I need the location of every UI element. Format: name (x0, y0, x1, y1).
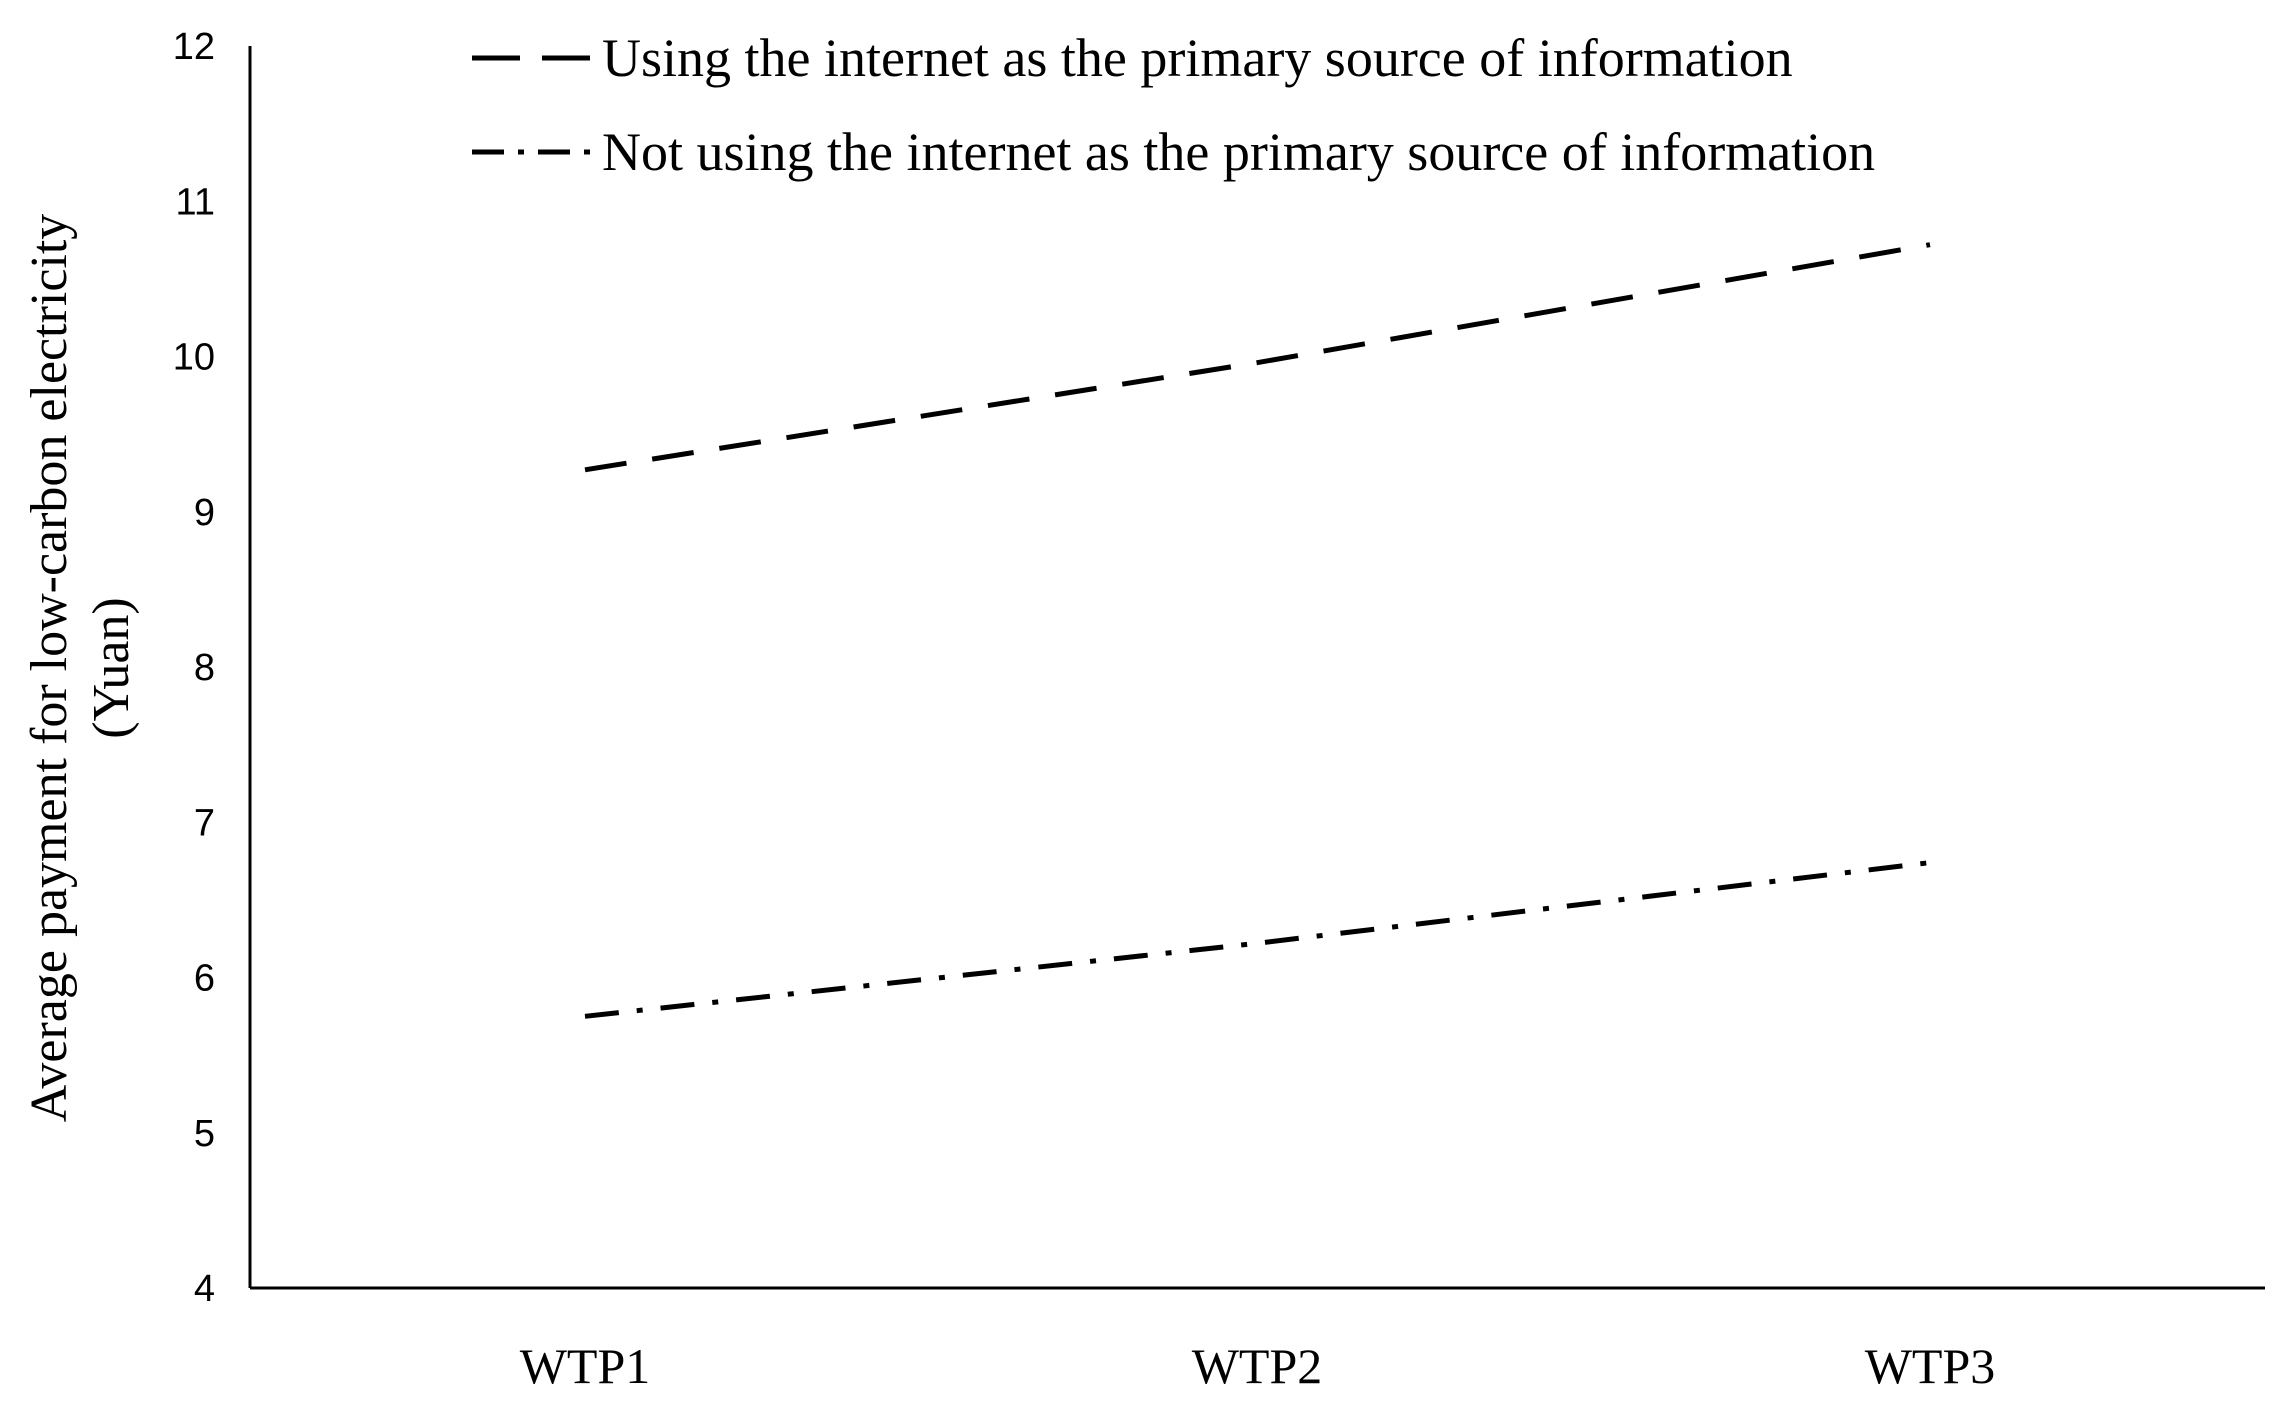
y-tick-label: 5 (194, 1113, 215, 1155)
y-axis-label-line: Average payment for low-carbon electrici… (21, 214, 78, 1123)
legend-label: Not using the internet as the primary so… (602, 122, 1875, 182)
y-tick-label: 7 (194, 802, 215, 844)
y-tick-label: 6 (194, 958, 215, 1000)
x-tick-label: WTP1 (520, 1338, 651, 1394)
x-tick-label: WTP2 (1192, 1338, 1323, 1394)
series-line-1 (584, 242, 1931, 473)
legend: Using the internet as the primary source… (472, 28, 1875, 182)
y-tick-label: 11 (176, 181, 215, 223)
series-line-2 (584, 860, 1931, 1019)
data-point (1930, 244, 1931, 245)
y-tick-label: 4 (194, 1268, 215, 1310)
series-lines (584, 242, 1931, 1019)
y-tick-label: 9 (194, 492, 215, 534)
x-tick-label: WTP3 (1865, 1338, 1996, 1394)
y-tick-labels: 4 5 6 7 8 9 10 11 12 (173, 26, 215, 1310)
y-tick-label: 8 (194, 647, 215, 689)
x-tick-labels: WTP1 WTP2 WTP3 (520, 1338, 1996, 1394)
y-axis-label: Average payment for low-carbon electrici… (21, 214, 140, 1123)
data-point (1257, 943, 1258, 944)
data-point (585, 1016, 586, 1017)
data-point (1930, 862, 1931, 863)
axes (248, 46, 2265, 1290)
y-axis-label-line: (Yuan) (83, 597, 140, 739)
legend-label: Using the internet as the primary source… (602, 28, 1793, 88)
y-tick-label: 12 (173, 26, 215, 68)
data-point (585, 469, 586, 470)
y-tick-label: 10 (173, 337, 215, 379)
data-point (1257, 362, 1258, 363)
